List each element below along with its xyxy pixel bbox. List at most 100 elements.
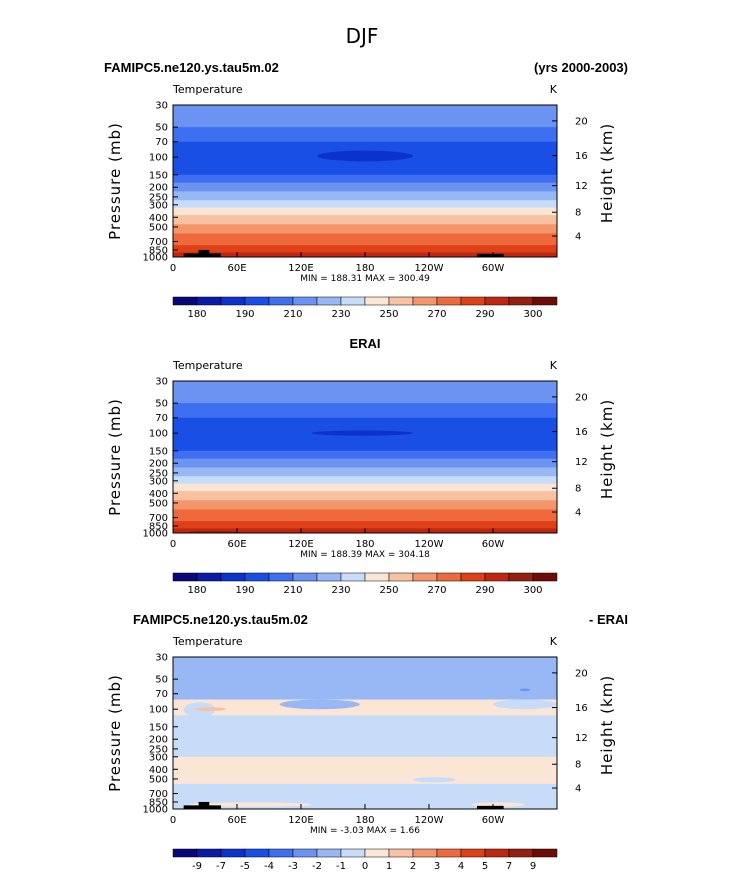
- contour-band: [173, 476, 557, 485]
- variable-label: Temperature: [172, 83, 243, 96]
- colorbar-swatch: [484, 848, 510, 858]
- pressure-tick-label: 250: [149, 192, 168, 203]
- colorbar-label: 290: [475, 585, 494, 596]
- colorbar: -9 -7 -5 -4 -3 -2 -1 0 1 2 3 4 5 7 9: [172, 848, 558, 872]
- contour-feature: [279, 699, 360, 710]
- colorbar-swatch: [412, 296, 438, 306]
- colorbar-swatch: [220, 572, 246, 582]
- lon-tick-label: 60W: [482, 539, 505, 550]
- colorbar-label: -4: [264, 861, 274, 872]
- colorbar-swatch: [196, 848, 222, 858]
- colorbar-swatch: [364, 848, 390, 858]
- colorbar-swatch: [268, 296, 294, 306]
- terrain-mask: [477, 253, 504, 257]
- colorbar-label: 9: [530, 861, 536, 872]
- pressure-tick-label: 200: [149, 183, 168, 194]
- lon-tick-label: 0: [170, 263, 176, 274]
- contour-band: [173, 467, 557, 477]
- pressure-tick-label: 70: [155, 689, 168, 700]
- colorbar-swatch: [508, 296, 534, 306]
- min-max-stats: MIN = 188.31 MAX = 300.49: [300, 274, 430, 284]
- height-tick-label: 20: [575, 392, 588, 403]
- lon-tick-label: 60E: [227, 539, 246, 550]
- units-label: K: [550, 83, 558, 96]
- colorbar-label: 5: [482, 861, 488, 872]
- colorbar-swatch: [484, 572, 510, 582]
- pressure-tick-label: 700: [149, 513, 168, 524]
- height-tick-label: 16: [575, 151, 588, 162]
- contour-band: [173, 491, 557, 501]
- colorbar-swatch: [292, 848, 318, 858]
- pressure-tick-label: 30: [155, 377, 168, 388]
- contour-band: [173, 182, 557, 192]
- colorbar-label: 190: [235, 309, 254, 320]
- lon-tick-label: 180: [355, 263, 374, 274]
- colorbar-swatch: [436, 572, 462, 582]
- variable-label: Temperature: [172, 359, 243, 372]
- colorbar-swatch: [172, 572, 198, 582]
- height-tick-label: 16: [575, 427, 588, 438]
- colorbar-swatch: [316, 848, 342, 858]
- colorbar-swatch: [316, 572, 342, 582]
- colorbar-label: 270: [427, 585, 446, 596]
- contour-band: [173, 403, 557, 419]
- colorbar-label: 7: [506, 861, 512, 872]
- colorbar-label: -9: [192, 861, 202, 872]
- pressure-tick-label: 70: [155, 413, 168, 424]
- panel-header-right: - ERAI: [589, 612, 628, 627]
- contour-band: [173, 105, 557, 128]
- lon-tick-label: 120W: [415, 815, 444, 826]
- colorbar-label: 210: [283, 309, 302, 320]
- pressure-tick-label: 700: [149, 237, 168, 248]
- pressure-tick-label: 150: [149, 170, 168, 181]
- pressure-tick-label: 850: [149, 521, 168, 532]
- pressure-tick-label: 300: [149, 200, 168, 211]
- colorbar-label: -3: [288, 861, 298, 872]
- colorbar: 180 190 210 230 250 270 290 300: [172, 296, 558, 320]
- pressure-tick-label: 30: [155, 653, 168, 664]
- colorbar-swatch: [196, 296, 222, 306]
- contour-band: [173, 756, 557, 785]
- colorbar-swatch: [436, 296, 462, 306]
- variable-label: Temperature: [172, 635, 243, 648]
- contour-band: [173, 521, 557, 529]
- colorbar-swatch: [460, 848, 486, 858]
- colorbar-swatch: [172, 848, 198, 858]
- contour-band: [173, 245, 557, 253]
- pressure-tick-label: 30: [155, 101, 168, 112]
- colorbar-swatch: [388, 296, 414, 306]
- panel-header-right: (yrs 2000-2003): [534, 60, 628, 75]
- colorbar-swatch: [508, 572, 534, 582]
- plot-area: [173, 381, 557, 533]
- colorbar-label: -2: [312, 861, 322, 872]
- contour-band: [173, 233, 557, 246]
- colorbar-swatch: [244, 572, 270, 582]
- contour-feature: [493, 699, 557, 710]
- colorbar-label: 270: [427, 309, 446, 320]
- colorbar-swatch: [196, 572, 222, 582]
- colorbar-label: 1: [386, 861, 392, 872]
- colorbar-label: 190: [235, 585, 254, 596]
- colorbar-swatch: [460, 296, 486, 306]
- height-tick-label: 20: [575, 668, 588, 679]
- lon-tick-label: 120E: [288, 539, 313, 550]
- height-tick-label: 12: [575, 457, 588, 468]
- colorbar-swatch: [412, 848, 438, 858]
- y-axis-label-right: Height (km): [598, 399, 616, 499]
- colorbar-label: 180: [187, 585, 206, 596]
- colorbar-swatch: [364, 572, 390, 582]
- pressure-tick-label: 500: [149, 222, 168, 233]
- colorbar-swatch: [244, 296, 270, 306]
- pressure-tick-label: 1000: [143, 253, 168, 264]
- pressure-tick-label: 100: [149, 429, 168, 440]
- contour-band: [173, 224, 557, 234]
- colorbar-label: -1: [336, 861, 346, 872]
- pressure-tick-label: 250: [149, 744, 168, 755]
- colorbar-swatch: [364, 296, 390, 306]
- panels: FAMIPC5.ne120.ys.tau5m.02 (yrs 2000-2003)…: [104, 60, 628, 872]
- min-max-stats: MIN = 188.39 MAX = 304.18: [300, 550, 430, 560]
- colorbar-swatch: [268, 848, 294, 858]
- contour-band: [173, 450, 557, 460]
- colorbar-label: 230: [331, 585, 350, 596]
